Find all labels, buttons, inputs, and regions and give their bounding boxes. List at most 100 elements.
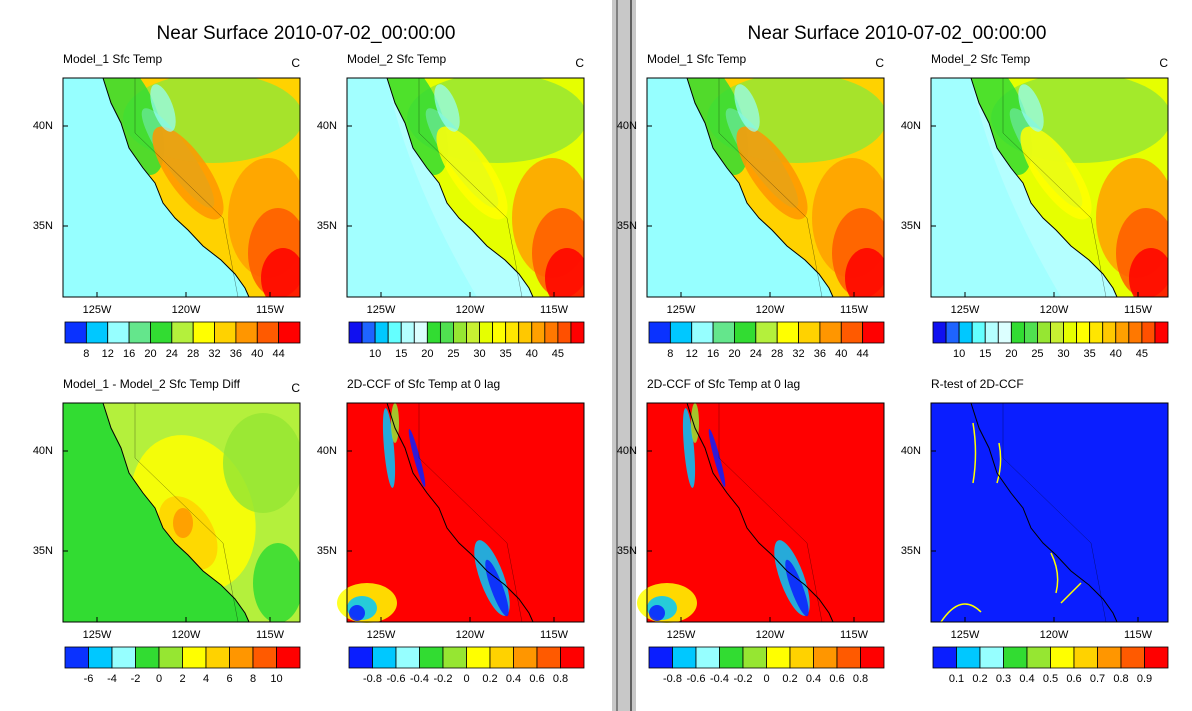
map — [930, 402, 1169, 623]
panel-units: C — [1159, 56, 1168, 70]
colorbar-label: -0.6 — [387, 673, 406, 685]
colorbar-label: 0.6 — [829, 673, 844, 685]
panel-units: C — [875, 56, 884, 70]
colorbar-label: 0.3 — [996, 673, 1011, 685]
colorbar-box — [531, 321, 546, 344]
lon-label: 115W — [540, 304, 569, 316]
state-border — [718, 403, 823, 623]
coastline — [386, 77, 534, 298]
colorbar-label: 15 — [395, 348, 407, 360]
colorbar-box — [466, 646, 491, 669]
colorbar-box — [348, 321, 363, 344]
colorbar-box — [1073, 646, 1098, 669]
lon-label: 120W — [756, 629, 785, 641]
colorbar-box — [648, 646, 673, 669]
lat-label: 40N — [317, 445, 337, 457]
colorbar-label: 44 — [273, 348, 285, 360]
colorbar-box — [840, 321, 864, 344]
colorbar-box — [672, 646, 697, 669]
colorbar-label: 15 — [979, 348, 991, 360]
map-frame — [646, 402, 885, 623]
colorbar-box — [1037, 321, 1051, 344]
colorbar-box — [171, 321, 194, 344]
colorbar-box — [128, 321, 151, 344]
colorbar-box — [766, 646, 791, 669]
colorbar-box — [695, 646, 720, 669]
map — [637, 402, 885, 623]
colorbar-box — [536, 646, 561, 669]
field-patch — [434, 84, 460, 132]
lat-label: 35N — [901, 220, 921, 232]
state-border — [418, 78, 523, 298]
colorbar-label: 40 — [1110, 348, 1122, 360]
colorbar-label: 0.8 — [553, 673, 568, 685]
lat-label: 35N — [901, 545, 921, 557]
colorbar-box — [669, 321, 693, 344]
colorbar-label: 0 — [463, 673, 469, 685]
panel-title: Model_1 - Model_2 Sfc Temp Diff — [63, 377, 241, 391]
colorbar-box — [361, 321, 376, 344]
colorbar-label: 0.2 — [782, 673, 797, 685]
colorbar-box — [932, 321, 947, 344]
map-frame — [62, 77, 301, 298]
lat-label: 40N — [33, 120, 53, 132]
field-patch — [391, 403, 399, 443]
colorbar-label: 20 — [1005, 348, 1017, 360]
colorbar-box — [252, 646, 277, 669]
lon-label: 120W — [456, 304, 485, 316]
colorbar-box — [235, 321, 258, 344]
colorbar-label: 10 — [953, 348, 965, 360]
coastline — [102, 402, 250, 623]
ocean-band — [347, 78, 477, 297]
colorbar-label: 8 — [250, 673, 256, 685]
colorbar-box — [182, 646, 207, 669]
colorbar-box — [107, 321, 130, 344]
field-patch — [436, 126, 508, 220]
colorbar-label: 24 — [750, 348, 762, 360]
field-patch — [971, 78, 1033, 176]
colorbar-label: 28 — [771, 348, 783, 360]
colorbar-box — [395, 646, 420, 669]
colorbar-label: 20 — [728, 348, 740, 360]
field-patch — [691, 403, 699, 443]
colorbar-box — [932, 646, 957, 669]
colorbar-box — [719, 646, 744, 669]
colorbar-label: 25 — [1031, 348, 1043, 360]
colorbar-label: 0.4 — [1019, 673, 1034, 685]
field-patch — [687, 78, 749, 176]
colorbar-box — [426, 321, 441, 344]
lon-label: 125W — [667, 304, 696, 316]
colorbar-label: 8 — [83, 348, 89, 360]
colorbar-box — [111, 646, 136, 669]
field-patch — [408, 429, 426, 487]
state-border — [418, 403, 523, 623]
colorbar-label: -4 — [107, 673, 117, 685]
state-border — [718, 78, 823, 298]
panel-title: 2D-CCF of Sfc Temp at 0 lag — [347, 377, 500, 391]
field-patch — [103, 78, 165, 176]
colorbar-label: 0.1 — [949, 673, 964, 685]
field-patch — [173, 508, 193, 538]
lat-label: 40N — [617, 445, 637, 457]
lon-label: 125W — [83, 304, 112, 316]
colorbar-box — [1128, 321, 1143, 344]
colorbar-label: 6 — [226, 673, 232, 685]
field-patch — [152, 126, 224, 220]
colorbar-label: 40 — [526, 348, 538, 360]
colorbar-box — [742, 646, 767, 669]
colorbar-box — [513, 646, 538, 669]
colorbar-label: 32 — [792, 348, 804, 360]
colorbar-label: 0.8 — [1113, 673, 1128, 685]
panel-units: C — [291, 56, 300, 70]
colorbar-label: 20 — [421, 348, 433, 360]
colorbar-box — [419, 646, 444, 669]
colorbar-label: 30 — [473, 348, 485, 360]
colorbar-box — [1026, 646, 1051, 669]
colorbar-box — [958, 321, 973, 344]
state-border — [134, 403, 239, 623]
colorbar-box — [192, 321, 215, 344]
colorbar-label: -6 — [84, 673, 94, 685]
colorbar-label: 35 — [500, 348, 512, 360]
map-frame — [346, 77, 585, 298]
field-patch — [682, 408, 696, 488]
